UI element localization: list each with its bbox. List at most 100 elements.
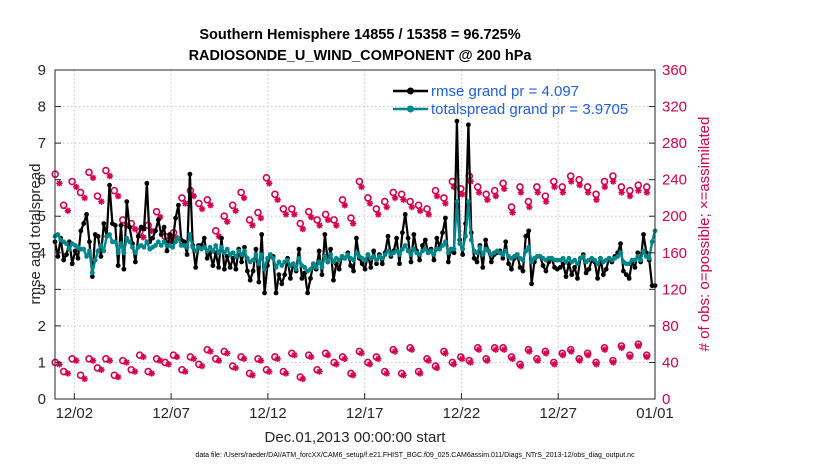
totalspread-point (618, 250, 623, 256)
obs-x-stroke (627, 354, 633, 360)
obs-assimilated-marker (400, 372, 407, 379)
rmse-point (394, 235, 400, 241)
rmse-point (540, 263, 546, 268)
totalspread-point (293, 266, 299, 272)
totalspread-point (233, 254, 239, 259)
y-tick-label-left: 1 (38, 354, 46, 371)
y-axis-label-left: rmse and totalspread (27, 164, 44, 305)
obs-x-stroke (367, 361, 373, 368)
rmse-point (623, 272, 629, 278)
obs-assimilated-marker (534, 357, 541, 364)
obs-assimilated-marker (358, 183, 365, 191)
rmse-point (299, 275, 305, 281)
obs-possible-marker (59, 201, 68, 210)
totalspread-point (560, 255, 566, 261)
rmse-point (359, 261, 365, 267)
obs-assimilated-marker (224, 350, 231, 357)
y-tick-label-right: 160 (662, 245, 687, 262)
totalspread-point (422, 246, 428, 252)
obs-assimilated-marker (417, 207, 424, 214)
totalspread-point (296, 255, 302, 261)
obs-x-stroke (224, 218, 231, 225)
rmse-point (184, 252, 190, 258)
obs-x-stroke (106, 357, 113, 364)
totalspread-point (520, 257, 526, 263)
obs-x-stroke (81, 195, 88, 201)
obs-possible-marker (178, 194, 186, 202)
obs-assimilated-marker (375, 355, 382, 362)
obs-assimilated-marker (274, 196, 281, 203)
totalspread-point (313, 265, 319, 270)
obs-assimilated-marker (156, 357, 164, 364)
obs-possible-marker (228, 201, 237, 210)
obs-x-stroke (299, 226, 306, 232)
obs-x-stroke (400, 372, 407, 379)
totalspread-point (270, 255, 276, 261)
totalspread-point (443, 239, 448, 245)
obs-assimilated-marker (207, 202, 214, 209)
y-tick-label-right: 120 (662, 281, 687, 298)
obs-x-stroke (534, 357, 541, 364)
obs-possible-marker (304, 207, 313, 216)
rmse-point (523, 233, 529, 239)
obs-assimilated-marker (643, 189, 651, 196)
obs-possible-marker (389, 188, 398, 197)
obs-assimilated-marker (383, 203, 390, 211)
rmse-point (69, 261, 75, 267)
obs-possible-marker (279, 205, 288, 213)
rmse-point (158, 232, 164, 237)
rmse-point (141, 226, 147, 232)
totalspread-point (451, 246, 457, 252)
obs-x-stroke (425, 211, 432, 218)
totalspread-point (239, 252, 245, 258)
x-axis-label: Dec.01,2013 00:00:00 start (265, 429, 447, 446)
obs-assimilated-marker (81, 375, 88, 383)
rmse-point (509, 266, 514, 272)
totalspread-point (107, 232, 112, 237)
obs-assimilated-marker (568, 348, 575, 355)
obs-assimilated-marker (190, 355, 197, 362)
totalspread-point (256, 261, 262, 267)
rmse-point (371, 248, 377, 254)
obs-x-stroke (232, 365, 239, 371)
rmse-point (474, 259, 480, 265)
obs-possible-marker (288, 205, 296, 213)
obs-x-stroke (123, 359, 130, 366)
obs-x-stroke (81, 376, 88, 382)
rmse-point (308, 275, 313, 281)
obs-x-stroke (526, 348, 533, 355)
totalspread-point (141, 244, 147, 250)
obs-assimilated-marker (593, 361, 600, 368)
totalspread-point (437, 246, 443, 252)
obs-assimilated-marker (492, 192, 499, 200)
rmse-point (87, 239, 92, 245)
obs-assimilated-marker (106, 172, 113, 180)
legend-totalspread-marker (407, 105, 414, 113)
totalspread-point (394, 248, 400, 254)
rmse-point (451, 250, 457, 256)
obs-count-markers (51, 166, 651, 383)
obs-x-stroke (358, 350, 365, 357)
obs-assimilated-marker (500, 185, 508, 193)
totalspread-point (95, 248, 101, 254)
y-tick-label-left: 8 (38, 99, 46, 116)
obs-x-stroke (257, 215, 264, 221)
obs-assimilated-marker (450, 361, 458, 368)
obs-assimilated-marker (517, 189, 525, 196)
obs-x-stroke (576, 357, 583, 364)
obs-x-stroke (283, 211, 289, 218)
obs-x-stroke (65, 370, 71, 377)
obs-x-stroke (190, 355, 197, 362)
obs-x-stroke (325, 217, 331, 223)
obs-x-stroke (585, 189, 591, 196)
rmse-point (161, 224, 167, 230)
totalspread-point (500, 252, 506, 258)
y-tick-label-left: 2 (38, 318, 46, 335)
rmse-point (78, 228, 84, 234)
obs-x-stroke (98, 366, 105, 373)
data-file-footnote: data file: /Users/raeder/DAI/ATM_forcXX/… (195, 452, 635, 459)
obs-assimilated-marker (433, 364, 441, 372)
obs-assimilated-marker (282, 370, 290, 377)
totalspread-point (127, 239, 133, 245)
totalspread-point (397, 252, 402, 258)
